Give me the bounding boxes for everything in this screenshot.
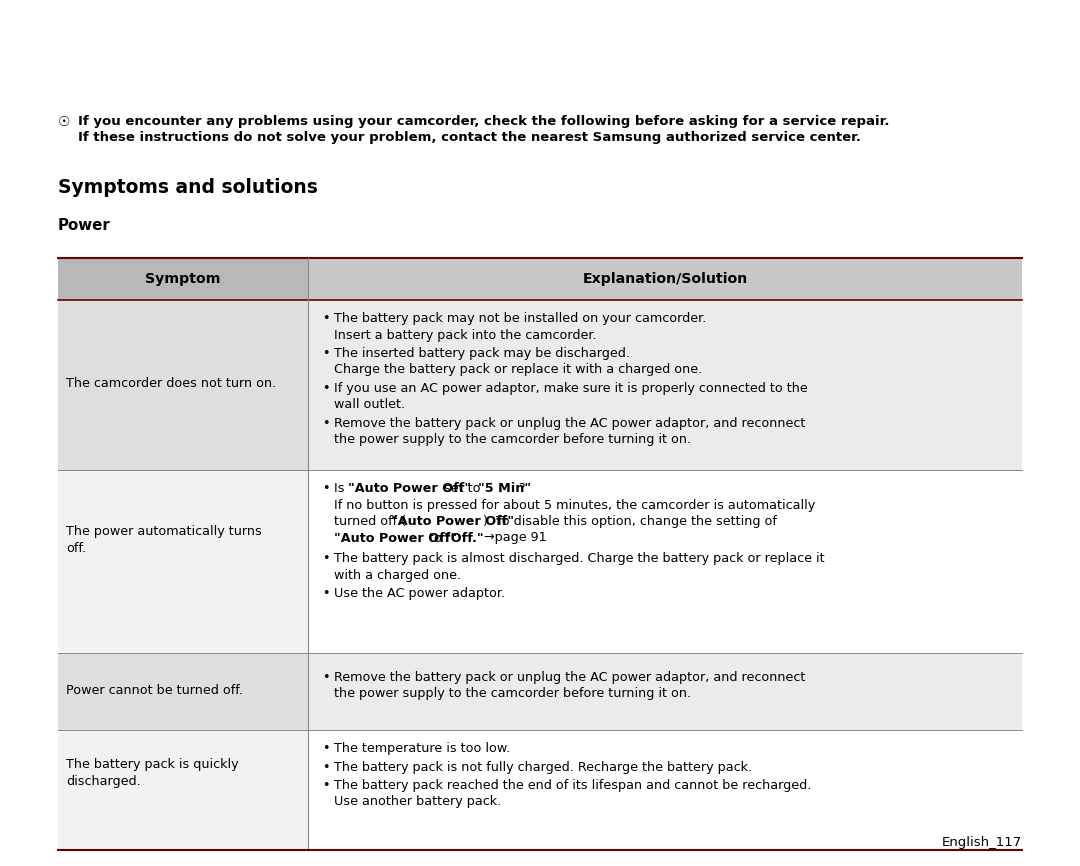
Text: ?: ? — [517, 482, 525, 495]
Text: →page 91: →page 91 — [484, 532, 548, 545]
Text: The inserted battery pack may be discharged.: The inserted battery pack may be dischar… — [334, 347, 630, 360]
Text: •: • — [322, 417, 329, 430]
Text: The temperature is too low.: The temperature is too low. — [334, 742, 510, 755]
Text: set to: set to — [440, 482, 484, 495]
Text: •: • — [322, 312, 329, 325]
Bar — [58, 470, 308, 653]
Text: Use another battery pack.: Use another battery pack. — [334, 796, 501, 809]
Bar — [58, 300, 1022, 470]
Text: •: • — [322, 552, 329, 565]
Text: Is: Is — [334, 482, 349, 495]
Text: the power supply to the camcorder before turning it on.: the power supply to the camcorder before… — [334, 688, 691, 701]
Text: Use the AC power adaptor.: Use the AC power adaptor. — [334, 587, 505, 600]
Text: If you use an AC power adaptor, make sure it is properly connected to the: If you use an AC power adaptor, make sur… — [334, 382, 808, 395]
Text: wall outlet.: wall outlet. — [334, 398, 405, 411]
Text: ). To disable this option, change the setting of: ). To disable this option, change the se… — [483, 515, 777, 528]
Text: English_117: English_117 — [942, 836, 1022, 849]
Bar — [58, 300, 308, 470]
Bar — [58, 258, 308, 300]
Text: The power automatically turns: The power automatically turns — [66, 525, 261, 538]
Text: Remove the battery pack or unplug the AC power adaptor, and reconnect: Remove the battery pack or unplug the AC… — [334, 671, 806, 684]
Text: Insert a battery pack into the camcorder.: Insert a battery pack into the camcorder… — [334, 328, 596, 341]
Text: If no button is pressed for about 5 minutes, the camcorder is automatically: If no button is pressed for about 5 minu… — [334, 499, 815, 512]
Text: •: • — [322, 587, 329, 600]
Text: turned off (: turned off ( — [334, 515, 406, 528]
Text: "Auto Power Off": "Auto Power Off" — [391, 515, 514, 528]
Text: The battery pack may not be installed on your camcorder.: The battery pack may not be installed on… — [334, 312, 706, 325]
Text: Remove the battery pack or unplug the AC power adaptor, and reconnect: Remove the battery pack or unplug the AC… — [334, 417, 806, 430]
Text: •: • — [322, 760, 329, 773]
Text: off.: off. — [66, 541, 86, 554]
Text: ☉: ☉ — [58, 115, 70, 129]
Text: •: • — [322, 671, 329, 684]
Text: •: • — [322, 779, 329, 792]
Bar — [58, 470, 1022, 653]
Text: with a charged one.: with a charged one. — [334, 568, 461, 581]
Text: •: • — [322, 482, 329, 495]
Text: Power cannot be turned off.: Power cannot be turned off. — [66, 683, 243, 696]
Text: discharged.: discharged. — [66, 774, 140, 787]
Text: Charge the battery pack or replace it with a charged one.: Charge the battery pack or replace it wi… — [334, 364, 702, 377]
Bar — [58, 653, 308, 730]
Bar — [58, 730, 308, 850]
Text: The battery pack reached the end of its lifespan and cannot be recharged.: The battery pack reached the end of its … — [334, 779, 811, 792]
Text: •: • — [322, 742, 329, 755]
Text: Explanation/Solution: Explanation/Solution — [582, 272, 747, 286]
Text: The battery pack is almost discharged. Charge the battery pack or replace it: The battery pack is almost discharged. C… — [334, 552, 825, 565]
Bar — [58, 730, 1022, 850]
Text: If these instructions do not solve your problem, contact the nearest Samsung aut: If these instructions do not solve your … — [78, 132, 861, 145]
Text: •: • — [322, 382, 329, 395]
Text: The camcorder does not turn on.: The camcorder does not turn on. — [66, 377, 276, 390]
Text: Symptoms and solutions: Symptoms and solutions — [58, 178, 318, 197]
Text: "Auto Power Off": "Auto Power Off" — [349, 482, 472, 495]
Text: The battery pack is not fully charged. Recharge the battery pack.: The battery pack is not fully charged. R… — [334, 760, 752, 773]
Text: The battery pack is quickly: The battery pack is quickly — [66, 758, 239, 771]
Text: "5 Min": "5 Min" — [477, 482, 531, 495]
Text: "Off.": "Off." — [444, 532, 488, 545]
Bar — [58, 258, 1022, 300]
Text: "Auto Power Off": "Auto Power Off" — [334, 532, 457, 545]
Text: the power supply to the camcorder before turning it on.: the power supply to the camcorder before… — [334, 434, 691, 447]
Bar — [58, 653, 1022, 730]
Text: Symptom: Symptom — [145, 272, 220, 286]
Text: Power: Power — [58, 218, 111, 233]
Text: •: • — [322, 347, 329, 360]
Text: If you encounter any problems using your camcorder, check the following before a: If you encounter any problems using your… — [78, 115, 890, 128]
Text: to: to — [426, 532, 446, 545]
